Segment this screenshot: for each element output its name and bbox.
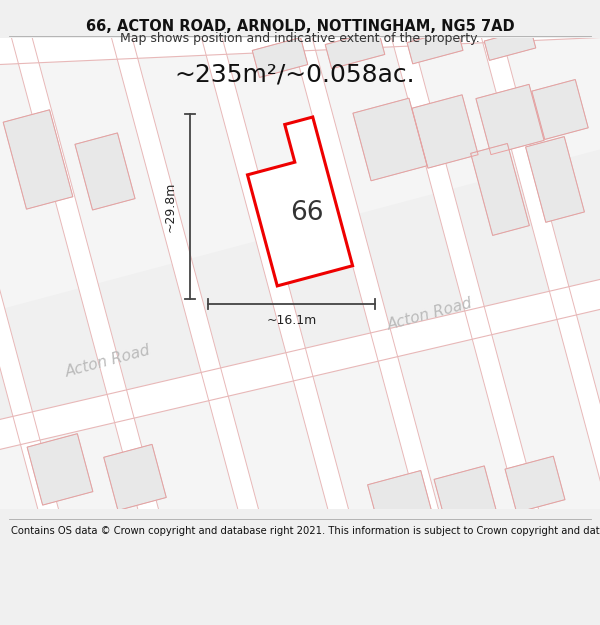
Polygon shape: [0, 38, 600, 309]
Text: Acton Road: Acton Road: [64, 343, 152, 380]
Polygon shape: [0, 279, 600, 449]
Polygon shape: [532, 79, 588, 139]
Polygon shape: [476, 84, 544, 154]
Polygon shape: [247, 117, 353, 286]
Text: ~16.1m: ~16.1m: [266, 314, 317, 327]
Polygon shape: [434, 466, 496, 523]
Polygon shape: [198, 20, 352, 527]
Polygon shape: [412, 95, 478, 168]
Polygon shape: [104, 444, 166, 511]
Polygon shape: [8, 20, 162, 527]
Text: Map shows position and indicative extent of the property.: Map shows position and indicative extent…: [120, 32, 480, 45]
Polygon shape: [0, 38, 600, 64]
Text: ~235m²/~0.058ac.: ~235m²/~0.058ac.: [175, 62, 415, 86]
Text: 66, ACTON ROAD, ARNOLD, NOTTINGHAM, NG5 7AD: 66, ACTON ROAD, ARNOLD, NOTTINGHAM, NG5 …: [86, 19, 514, 34]
Polygon shape: [478, 20, 600, 527]
Polygon shape: [3, 110, 73, 209]
Polygon shape: [470, 144, 529, 236]
Text: ~29.8m: ~29.8m: [163, 182, 176, 232]
Text: Contains OS data © Crown copyright and database right 2021. This information is : Contains OS data © Crown copyright and d…: [11, 526, 600, 536]
Polygon shape: [0, 20, 62, 527]
Polygon shape: [368, 471, 433, 528]
Text: 66: 66: [290, 201, 324, 226]
Polygon shape: [407, 29, 463, 64]
Polygon shape: [75, 133, 135, 210]
Polygon shape: [0, 309, 600, 509]
Polygon shape: [252, 38, 308, 78]
Polygon shape: [288, 20, 442, 527]
Polygon shape: [526, 137, 584, 222]
Polygon shape: [108, 20, 262, 527]
Text: Acton Road: Acton Road: [386, 296, 474, 333]
Polygon shape: [27, 434, 93, 505]
Polygon shape: [325, 30, 385, 69]
Polygon shape: [484, 29, 536, 61]
Polygon shape: [388, 20, 542, 527]
Polygon shape: [353, 98, 427, 181]
Polygon shape: [505, 456, 565, 512]
